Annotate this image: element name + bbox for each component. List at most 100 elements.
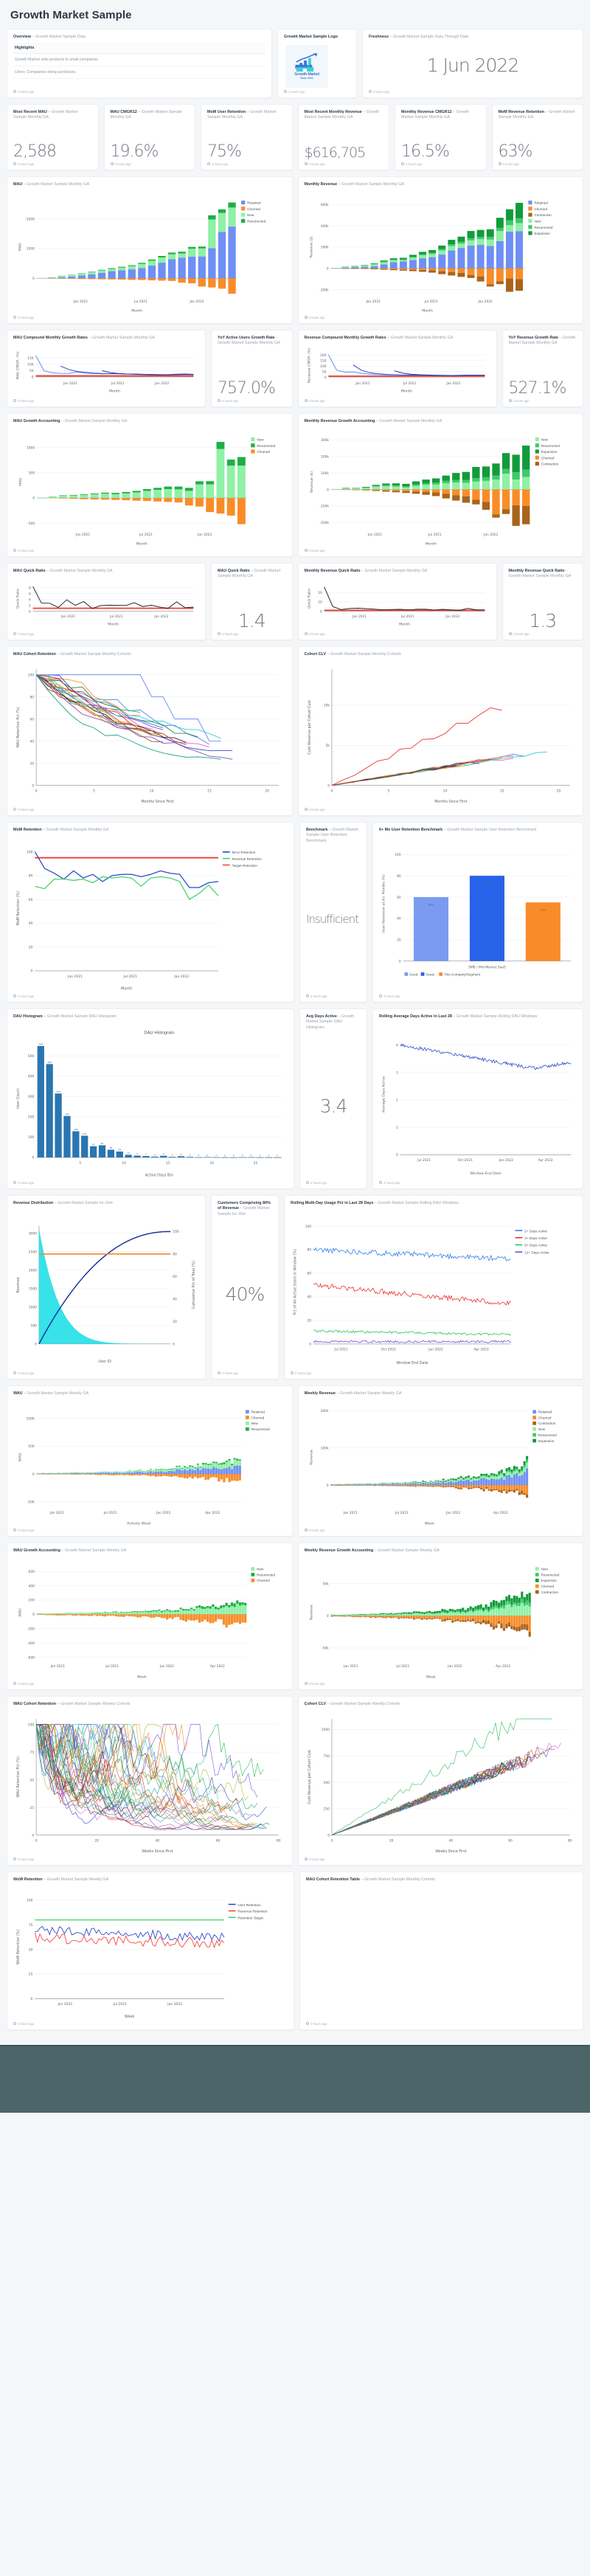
clock-icon xyxy=(13,549,16,553)
wau-growth-accounting-card: WAU Growth Accounting – Growth Market Sa… xyxy=(7,1542,293,1690)
monthly-revenue-card-title: Monthly Revenue – Growth Market Sample M… xyxy=(304,181,404,187)
svg-text:40: 40 xyxy=(397,917,401,921)
svg-text:40: 40 xyxy=(156,1839,160,1843)
svg-text:500: 500 xyxy=(28,1444,35,1449)
svg-text:Jan 2022: Jan 2022 xyxy=(159,1664,174,1669)
svg-text:Revenue: Revenue xyxy=(309,1450,313,1465)
svg-text:Resurrected: Resurrected xyxy=(538,1433,556,1437)
svg-text:100: 100 xyxy=(27,363,34,367)
wau-cohort-retention-card: WAU Cohort Retention – Growth Market Sam… xyxy=(7,1695,293,1866)
svg-text:Month: Month xyxy=(121,987,132,991)
weekly-revenue-card: Weekly Revenue – Growth Market Sample We… xyxy=(297,1385,583,1537)
rev-qr-value: 1.3 xyxy=(529,609,557,631)
svg-text:80: 80 xyxy=(397,874,401,879)
svg-text:0: 0 xyxy=(224,1154,226,1157)
svg-text:Revenue: Revenue xyxy=(309,1605,313,1621)
mau-revenue-row: MAU – Growth Market Sample Monthly GA 0 1… xyxy=(0,176,590,330)
retention-benchmark-bar-chart: 0 20 40 60 80 100 User Retention at 6+ Months … xyxy=(382,853,572,977)
svg-text:0: 0 xyxy=(268,1154,269,1157)
mau-qr-value-title: MAU Quick Ratio – Growth Market Sample M… xyxy=(218,568,281,579)
clock-icon xyxy=(304,1857,308,1861)
svg-text:150: 150 xyxy=(320,359,327,364)
svg-text:Apr 2022: Apr 2022 xyxy=(493,1511,507,1515)
timestamp: 4 hours ago xyxy=(498,162,577,166)
rev-ga-title: Monthly Revenue Growth Accounting – Grow… xyxy=(304,418,442,423)
svg-text:5: 5 xyxy=(79,1161,81,1166)
svg-text:150: 150 xyxy=(27,356,34,361)
kpi-value: 16.5% xyxy=(401,142,450,161)
timestamp: 4 hours ago xyxy=(284,90,350,94)
kpi-body: 2,588 xyxy=(13,123,92,160)
svg-text:10: 10 xyxy=(442,789,447,794)
svg-text:Month: Month xyxy=(399,623,410,627)
clock-icon xyxy=(218,632,221,636)
svg-text:Revenue ($): Revenue ($) xyxy=(309,237,313,258)
svg-text:Contraction: Contraction xyxy=(541,1590,558,1594)
svg-text:0: 0 xyxy=(31,1997,33,2001)
yoy-users-value: 757.0% xyxy=(218,378,276,398)
rev-cmgr-card: Revenue Compound Monthly Growth Rates – … xyxy=(297,329,497,407)
svg-text:15: 15 xyxy=(166,1161,170,1166)
clock-icon xyxy=(401,162,404,166)
yoy-revenue-value: 527.1% xyxy=(508,378,567,398)
dau-hist-title: DAU Histogram – Growth Market Sample DAU… xyxy=(13,1014,117,1019)
clock-icon xyxy=(13,994,16,998)
svg-text:200k: 200k xyxy=(320,1410,328,1414)
svg-text:Jan 2021: Jan 2021 xyxy=(60,614,75,619)
timestamp: 4 hours ago xyxy=(369,90,577,94)
svg-text:User Count: User Count xyxy=(16,1089,21,1109)
clock-icon xyxy=(306,994,309,998)
retention-table-body[interactable]: ThenUsers1234567September 20201100.00%10… xyxy=(306,1885,583,2019)
kpi-card-most-recent-mau: Most Recent MAU – Growth Market Sample M… xyxy=(7,103,99,170)
cohort-clv-chart: 0 5k 10k Cum Revenue per Cohort Cust Months … xyxy=(305,659,577,805)
svg-text:200: 200 xyxy=(29,1599,35,1603)
wau-cohort-title: WAU Cohort Retention – Growth Market Sam… xyxy=(13,1701,131,1706)
svg-text:12+ Days Active: 12+ Days Active xyxy=(524,1251,549,1255)
svg-text:User ID: User ID xyxy=(98,1360,111,1364)
svg-text:15: 15 xyxy=(499,789,504,794)
svg-text:0: 0 xyxy=(309,1343,311,1347)
svg-text:100: 100 xyxy=(27,1899,33,1903)
timestamp: 4 hours ago xyxy=(304,1682,577,1686)
retention-table-title: MAU Cohort Retention Table – Growth Mark… xyxy=(306,1877,435,1882)
svg-text:Month: Month xyxy=(425,542,436,547)
svg-text:WoW Retention (%): WoW Retention (%) xyxy=(16,1930,21,1964)
svg-text:Jul 2021: Jul 2021 xyxy=(113,2002,127,2007)
timestamp: 4 hours ago xyxy=(306,994,361,998)
clock-icon xyxy=(379,1181,382,1185)
timestamp: 4 hours ago xyxy=(379,1181,577,1185)
svg-text:Jan 2022: Jan 2022 xyxy=(445,381,460,386)
svg-text:200: 200 xyxy=(28,1115,35,1120)
svg-text:Churned: Churned xyxy=(257,1579,270,1583)
clock-icon xyxy=(13,2022,16,2026)
timestamp: 4 hours ago xyxy=(306,2022,583,2026)
svg-text:Jul 2021: Jul 2021 xyxy=(417,1158,431,1163)
svg-text:10: 10 xyxy=(318,600,322,605)
rolling-avg-title: Rolling Average Days Active in Last 28 –… xyxy=(379,1014,538,1019)
svg-text:Resurrected: Resurrected xyxy=(541,1573,559,1577)
weekly-cohort-row: WAU Cohort Retention – Growth Market Sam… xyxy=(0,1695,590,1872)
kpi-card-mom-revenue-retention: MoM Revenue Retention – Growth Market Sa… xyxy=(491,103,583,170)
svg-text:20: 20 xyxy=(29,946,33,950)
svg-text:100: 100 xyxy=(28,1723,35,1728)
distribution-row: Revenue Distribution – Growth Market Sam… xyxy=(0,1194,590,1385)
timestamp: 4 hours ago xyxy=(304,549,577,553)
weekly-rev-title: Weekly Revenue – Growth Market Sample We… xyxy=(304,1391,402,1396)
benchmark-title: Benchmark – Growth Market Sample User Re… xyxy=(306,827,358,844)
svg-text:User Retention: User Retention xyxy=(237,1903,261,1907)
clock-icon xyxy=(110,162,114,166)
svg-text:Retained: Retained xyxy=(538,1410,552,1414)
svg-text:-200k: -200k xyxy=(319,288,329,293)
cohort-clv-title: Cohort CLV – Growth Market Sample Monthl… xyxy=(304,651,401,657)
svg-text:Months Since First: Months Since First xyxy=(141,800,173,804)
svg-text:MoM Retention (%): MoM Retention (%) xyxy=(16,891,21,926)
svg-text:20: 20 xyxy=(307,1319,311,1323)
avg-days-body: 3.4 xyxy=(306,1033,361,1179)
cohort-retention-table[interactable]: ThenUsers1234567September 20201100.00%10… xyxy=(306,1885,583,2019)
timestamp: 4 hours ago xyxy=(304,632,490,636)
svg-text:0: 0 xyxy=(32,375,34,380)
svg-text:Churned: Churned xyxy=(257,450,270,454)
svg-text:10k: 10k xyxy=(323,704,330,708)
highlight-row: Users: Companies doing purchases xyxy=(13,66,266,79)
